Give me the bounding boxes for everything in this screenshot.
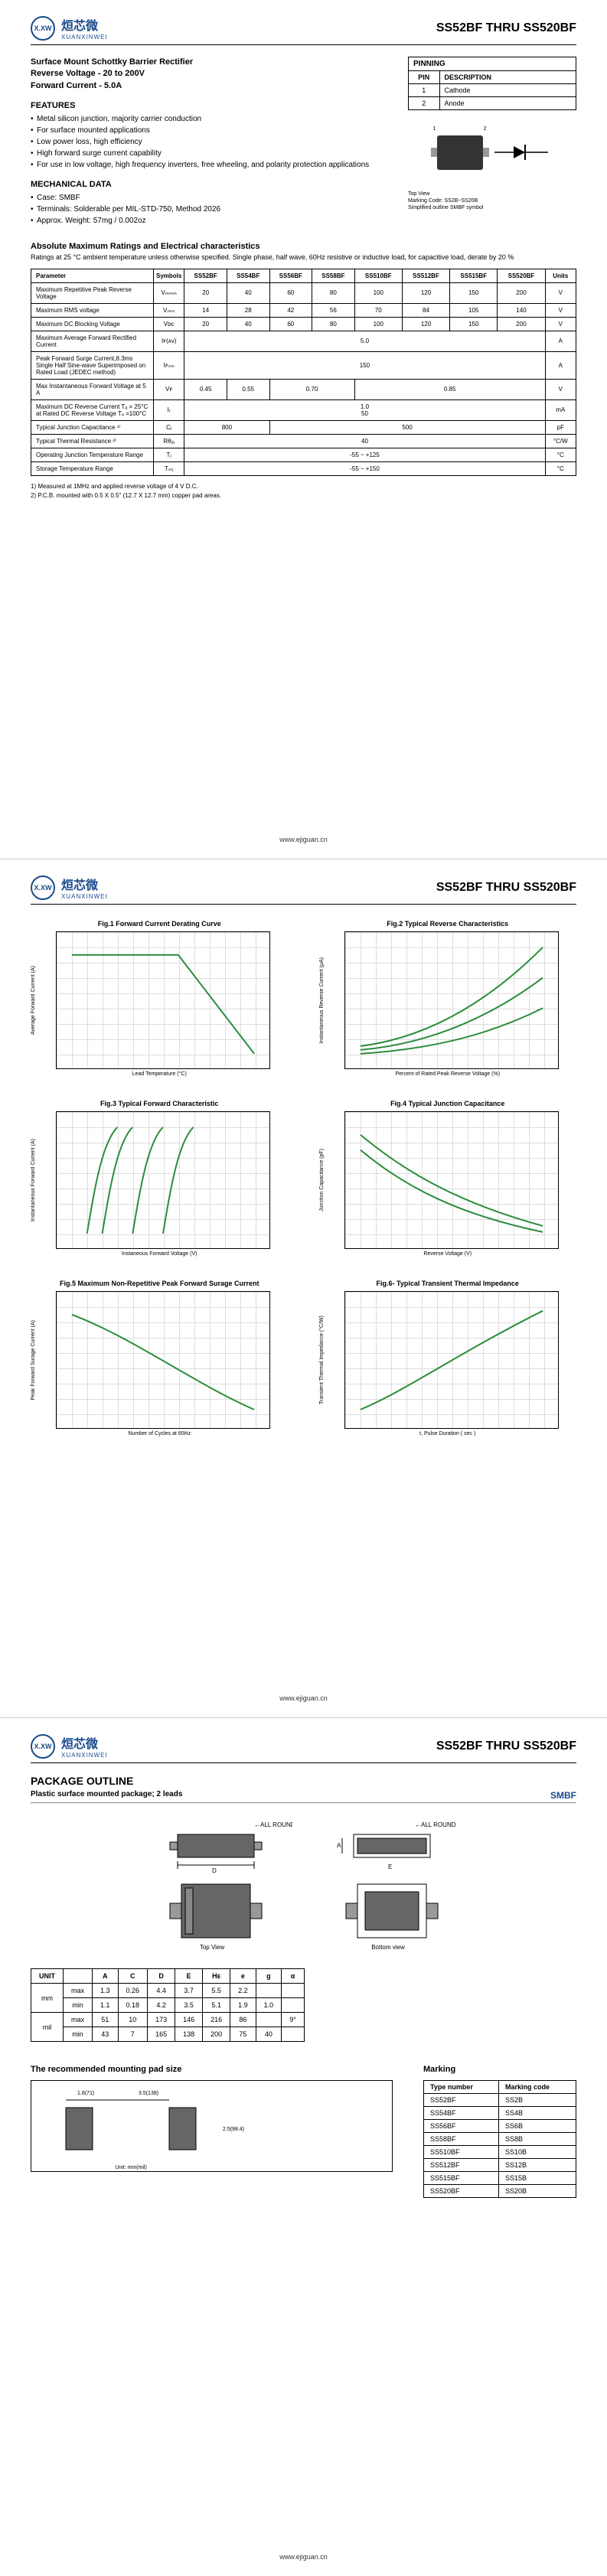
ratings-note: Ratings at 25 °C ambient temperature unl…: [31, 253, 576, 262]
chip-icon: [437, 135, 483, 170]
package-caption: Top View Marking Code: SS2B~SS20B Simpli…: [408, 191, 576, 211]
svg-text:Bottom view: Bottom view: [371, 1944, 405, 1951]
svg-text:←ALL ROUND: ←ALL ROUND: [415, 1821, 456, 1828]
logo-mark: X.XW: [31, 16, 55, 41]
features-heading: FEATURES: [31, 101, 393, 110]
svg-text:3.5(138): 3.5(138): [139, 2091, 158, 2096]
marking-heading: Marking: [423, 2065, 576, 2074]
footer-url: www.ejiguan.cn: [0, 836, 607, 843]
mech-list: Case: SMBF Terminals: Solderable per MIL…: [31, 192, 393, 227]
svg-text:D: D: [212, 1867, 217, 1874]
logo: X.XW 烜芯微 XUANXINWEI: [31, 1733, 108, 1759]
svg-text:1.8(71): 1.8(71): [77, 2091, 94, 2096]
chart-5: Fig.5 Maximum Non-Repetitive Peak Forwar…: [31, 1280, 289, 1436]
top-view-drawing: ←ALL ROUND D Top View: [139, 1815, 292, 1953]
svg-text:←ALL ROUND: ←ALL ROUND: [254, 1821, 292, 1828]
footnotes: 1) Measured at 1MHz and applied reverse …: [31, 482, 576, 501]
charts-grid: Fig.1 Forward Current Derating CurveAver…: [31, 920, 576, 1436]
pinning-table: PINDESCRIPTION 1Cathode 2Anode: [409, 70, 576, 109]
chart-2: Fig.2 Typical Reverse CharacteristicsIns…: [319, 920, 577, 1077]
pinning-box: PINNING PINDESCRIPTION 1Cathode 2Anode: [408, 57, 576, 110]
subtitle: Surface Mount Schottky Barrier Rectifier…: [31, 57, 393, 92]
part-range: SS52BF THRU SS520BF: [436, 21, 576, 35]
ratings-table: ParameterSymbolsSS52BFSS54BFSS56BFSS58BF…: [31, 269, 576, 476]
package-outline-heading: PACKAGE OUTLINE: [31, 1775, 576, 1787]
mounting-pad-section: The recommended mounting pad size 1.8(71…: [31, 2065, 393, 2172]
chart-1: Fig.1 Forward Current Derating CurveAver…: [31, 920, 289, 1077]
features-list: Metal silicon junction, majority carrier…: [31, 113, 393, 171]
package-diagram: 1 2: [408, 118, 576, 187]
page-1: X.XW 烜芯微 XUANXINWEI SS52BF THRU SS520BF …: [0, 0, 607, 859]
smbf-label: SMBF: [550, 1790, 576, 1801]
svg-text:A: A: [337, 1842, 341, 1849]
bottom-view-drawing: ←ALL ROUND A E Bottom view: [315, 1815, 468, 1953]
svg-text:Top View: Top View: [199, 1944, 224, 1951]
diode-symbol-icon: [494, 141, 548, 164]
chart-6: Fig.6- Typical Transient Thermal Impedan…: [319, 1280, 577, 1436]
mech-heading: MECHANICAL DATA: [31, 180, 393, 189]
marking-section: Marking Type numberMarking codeSS52BFSS2…: [423, 2065, 576, 2198]
chart-4: Fig.4 Typical Junction CapacitanceJuncti…: [319, 1100, 577, 1257]
logo-cn: 烜芯微: [61, 15, 108, 34]
marking-table: Type numberMarking codeSS52BFSS2BSS54BFS…: [423, 2080, 576, 2198]
header: X.XW 烜芯微 XUANXINWEI SS52BF THRU SS520BF: [31, 875, 576, 905]
mounting-diagram: 1.8(71) 3.5(138) 2.5(98.4) Unit: mm(mil): [31, 2080, 393, 2172]
package-drawings: ←ALL ROUND D Top View ←ALL ROUND: [31, 1815, 576, 1953]
header: X.XW 烜芯微 XUANXINWEI SS52BF THRU SS520BF: [31, 15, 576, 45]
logo-mark: X.XW: [31, 876, 55, 900]
top-section: Surface Mount Schottky Barrier Rectifier…: [31, 57, 576, 227]
svg-text:Unit: mm(mil): Unit: mm(mil): [115, 2165, 147, 2170]
logo: X.XW 烜芯微 XUANXINWEI: [31, 15, 108, 41]
logo-en: XUANXINWEI: [61, 34, 108, 41]
part-range: SS52BF THRU SS520BF: [436, 1740, 576, 1753]
svg-text:2.5(98.4): 2.5(98.4): [223, 2127, 244, 2132]
footer-url: www.ejiguan.cn: [0, 2553, 607, 2561]
footer-url: www.ejiguan.cn: [0, 1694, 607, 1702]
dimension-table: UNITACDEHᴇegαmmmax1.30.264.43.75.52.2min…: [31, 1968, 305, 2042]
logo-mark: X.XW: [31, 1734, 55, 1759]
chart-3: Fig.3 Typical Forward CharacteristicInst…: [31, 1100, 289, 1257]
svg-text:E: E: [388, 1864, 392, 1870]
page-2: X.XW 烜芯微 XUANXINWEI SS52BF THRU SS520BF …: [0, 859, 607, 1717]
package-subtitle: Plastic surface mounted package; 2 leads: [31, 1790, 182, 1798]
logo: X.XW 烜芯微 XUANXINWEI: [31, 875, 108, 900]
page-3: X.XW 烜芯微 XUANXINWEI SS52BF THRU SS520BF …: [0, 1717, 607, 2576]
ratings-heading: Absolute Maximum Ratings and Electrical …: [31, 242, 576, 251]
mounting-heading: The recommended mounting pad size: [31, 2065, 393, 2074]
header: X.XW 烜芯微 XUANXINWEI SS52BF THRU SS520BF: [31, 1733, 576, 1763]
part-range: SS52BF THRU SS520BF: [436, 881, 576, 895]
pinning-heading: PINNING: [409, 57, 576, 70]
